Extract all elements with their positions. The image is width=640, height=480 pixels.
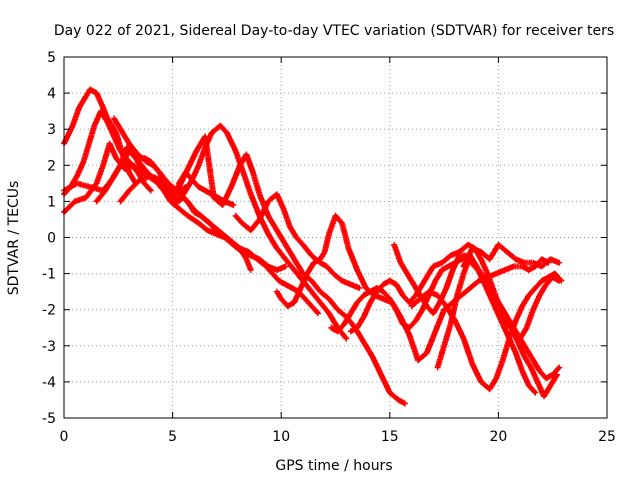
data-points [61,86,565,407]
y-tick-label: -5 [42,411,56,427]
marker-track [232,191,363,291]
x-tick-label: 5 [168,429,177,445]
x-tick-label: 10 [272,429,290,445]
y-tick-label: 3 [47,122,56,138]
x-tick-label: 20 [489,429,507,445]
marker-track [434,252,539,396]
series-track-16 [434,252,539,396]
x-axis-label: GPS time / hours [275,458,392,474]
series-track-4 [61,144,254,273]
y-tick-label: 5 [47,50,56,66]
series-track-10 [232,191,363,291]
series-track-6 [111,115,322,317]
x-tick-label: 25 [598,429,616,445]
y-tick-label: -2 [42,303,56,319]
axis-ticks [63,56,608,419]
y-tick-label: -3 [42,339,56,355]
y-tick-label: 2 [47,158,56,174]
y-tick-labels: 5 4 3 2 1 0 -1 -2 -3 -4 -5 [42,50,56,427]
series-track-17 [460,241,563,270]
marker-track [460,241,563,270]
y-tick-label: 4 [47,86,56,102]
y-tick-label: 1 [47,194,56,210]
marker-track [111,115,322,317]
y-tick-label: -1 [42,267,56,283]
x-tick-label: 0 [60,429,69,445]
chart-title: Day 022 of 2021, Sidereal Day-to-day VTE… [54,23,614,39]
marker-track [61,144,254,273]
y-axis-label: SDTVAR / TECUs [6,181,22,296]
x-tick-label: 15 [381,429,399,445]
y-tick-label: 0 [47,231,56,247]
y-tick-label: -4 [42,375,56,391]
x-tick-labels: 0 5 10 15 20 25 [60,429,616,445]
